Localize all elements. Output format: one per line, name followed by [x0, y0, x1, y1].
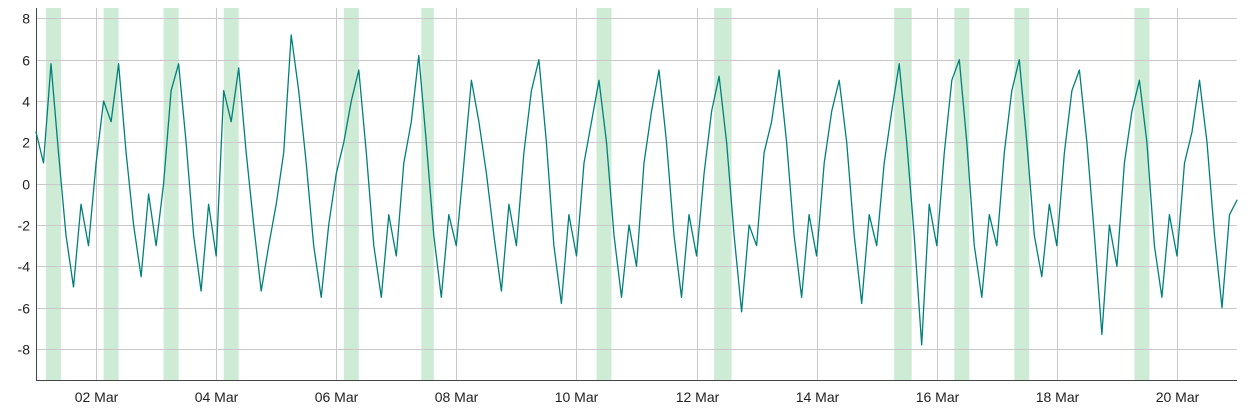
- x-tick-label: 16 Mar: [916, 389, 960, 405]
- y-tick-label: 8: [22, 11, 30, 27]
- grid: [36, 8, 1237, 380]
- shaded-period-3: [163, 8, 179, 380]
- shaded-period-11: [1014, 8, 1030, 380]
- shaded-period-9: [894, 8, 912, 380]
- y-tick-label: -4: [18, 259, 31, 275]
- shaded-period-8: [714, 8, 732, 380]
- tick-labels: 8 6 4 2 0 -2 -4 -6 -8 02 Mar 04 Mar 06 Mar 08 Mar 10 …: [18, 11, 1200, 406]
- series: [35, 34, 1238, 346]
- x-tick-label: 04 Mar: [195, 389, 239, 405]
- shaded-period-7: [596, 8, 612, 380]
- y-tick-label: -2: [18, 218, 31, 234]
- x-tick-label: 18 Mar: [1036, 389, 1080, 405]
- shaded-period-12: [1134, 8, 1150, 380]
- shaded-period-6: [421, 8, 434, 380]
- shaded-period-10: [954, 8, 970, 380]
- y-tick-label: 4: [22, 94, 30, 110]
- axes: [36, 8, 1237, 381]
- x-tick-label: 02 Mar: [75, 389, 119, 405]
- y-tick-label: 2: [22, 135, 30, 151]
- x-tick-label: 12 Mar: [676, 389, 720, 405]
- y-tick-label: 0: [22, 177, 30, 193]
- shaded-period-2: [103, 8, 119, 380]
- shaded-period-5: [343, 8, 359, 380]
- x-tick-label: 08 Mar: [435, 389, 479, 405]
- y-tick-label: 6: [22, 53, 30, 69]
- y-tick-label: -8: [18, 342, 31, 358]
- x-tick-label: 06 Mar: [315, 389, 359, 405]
- y-tick-label: -6: [18, 301, 31, 317]
- shaded-period-4: [223, 8, 239, 380]
- series-line-1: [35, 34, 1238, 346]
- shaded-period-1: [46, 8, 61, 380]
- x-tick-label: 20 Mar: [1156, 389, 1200, 405]
- shaded-periods: [46, 8, 1150, 380]
- x-tick-label: 14 Mar: [796, 389, 840, 405]
- x-tick-label: 10 Mar: [555, 389, 599, 405]
